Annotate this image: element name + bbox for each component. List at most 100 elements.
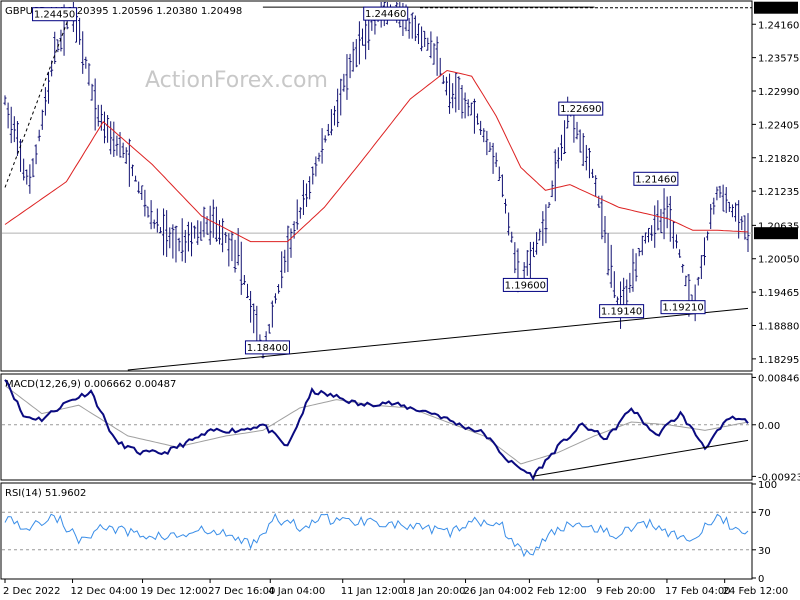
price-plot: 1.24450 1.24460 1.22690 1.21460 1.19600 1.191… xyxy=(2,1,752,371)
svg-text:1.24460: 1.24460 xyxy=(365,9,406,20)
price-bar xyxy=(158,227,162,234)
rsi-line xyxy=(4,512,749,558)
price-bar xyxy=(491,142,495,174)
macd-panel-frame xyxy=(0,373,753,481)
svg-text:1.20498: 1.20498 xyxy=(757,229,798,240)
price-bar xyxy=(724,187,728,214)
price-y-tick-label: 1.18295 xyxy=(758,355,799,366)
price-bar xyxy=(34,144,38,165)
price-bar xyxy=(345,54,349,100)
price-bar xyxy=(650,225,654,241)
price-bar xyxy=(273,293,277,304)
price-bar xyxy=(454,72,458,113)
price-bar xyxy=(553,149,557,202)
price-bar xyxy=(155,208,159,233)
price-bar xyxy=(678,249,682,258)
price-bar xyxy=(196,220,200,245)
price-bar xyxy=(743,215,747,240)
price-bar xyxy=(37,129,41,142)
price-bar xyxy=(317,152,321,162)
price-bar xyxy=(193,225,197,239)
price-bar xyxy=(507,212,511,236)
price-bar xyxy=(295,199,299,230)
price-bar xyxy=(252,303,256,334)
price-bar xyxy=(531,241,535,258)
price-bar xyxy=(488,142,492,152)
x-tick-label: 17 Feb 04:00 xyxy=(665,586,731,597)
price-bar xyxy=(93,78,97,131)
price-y-tick-label: 1.24160 xyxy=(758,20,799,31)
price-bar xyxy=(267,323,271,334)
price-bar xyxy=(339,78,343,116)
price-bar xyxy=(84,56,88,69)
price-bar xyxy=(236,228,240,266)
macd-title: MACD(12,26,9) 0.006662 0.00487 xyxy=(5,379,176,390)
price-bar xyxy=(314,156,318,177)
price-bar xyxy=(575,121,579,140)
price-bar xyxy=(702,237,706,266)
price-bar xyxy=(130,164,134,177)
price-bar xyxy=(494,152,498,168)
dashed-trendline xyxy=(4,7,74,188)
price-bar xyxy=(444,76,448,96)
price-bar xyxy=(718,185,722,198)
price-bar xyxy=(413,15,417,42)
price-bar xyxy=(466,99,470,117)
watermark: ActionForex.com xyxy=(145,68,328,93)
price-bar xyxy=(361,28,365,46)
price-bar xyxy=(78,17,82,45)
price-bar xyxy=(647,227,651,243)
price-bar xyxy=(457,76,461,110)
price-bar xyxy=(202,206,206,238)
price-bar xyxy=(320,128,324,164)
price-bar xyxy=(479,120,483,135)
price-bar xyxy=(31,158,35,178)
price-bar xyxy=(643,232,647,244)
price-bar xyxy=(681,263,685,273)
price-bar xyxy=(364,13,368,60)
price-bar xyxy=(547,201,551,208)
price-bar xyxy=(249,290,253,323)
price-bar xyxy=(336,88,340,128)
price-bar xyxy=(485,130,489,156)
price-bar xyxy=(727,201,731,212)
price-bar xyxy=(149,200,153,230)
price-bar xyxy=(112,121,116,157)
svg-text:1.19140: 1.19140 xyxy=(601,307,642,318)
x-tick-label: 9 Feb 20:00 xyxy=(596,586,655,597)
price-bar xyxy=(90,83,94,101)
price-bar xyxy=(420,26,424,52)
price-bar xyxy=(451,83,455,109)
price-y-tick-label: 1.22405 xyxy=(758,120,799,131)
price-bar xyxy=(535,232,539,255)
macd-y-tick-label: 0.008467 xyxy=(758,373,800,384)
price-bar xyxy=(500,174,504,198)
price-bar xyxy=(124,147,128,164)
price-bar xyxy=(712,197,716,215)
price-bar xyxy=(15,121,19,156)
price-bar xyxy=(174,225,178,263)
price-bar xyxy=(721,184,725,212)
price-bar xyxy=(280,251,284,289)
price-bar xyxy=(208,205,212,245)
price-bar xyxy=(472,98,476,134)
rsi-plot xyxy=(2,511,752,558)
price-bar xyxy=(448,73,452,114)
macd-trendline xyxy=(533,439,749,477)
price-axis-tag: 1.24450 xyxy=(754,1,798,15)
symbol-header: GBPUSD,H4 1.20395 1.20596 1.20380 1.2049… xyxy=(5,6,242,17)
svg-text:1.19600: 1.19600 xyxy=(505,280,546,291)
price-bar xyxy=(429,31,433,59)
price-bar xyxy=(329,109,333,136)
price-bar xyxy=(591,168,595,179)
price-bar xyxy=(668,195,672,242)
axes: 1.24160 1.23575 1.22990 1.22405 1.21820 1.212… xyxy=(3,1,800,597)
price-bar xyxy=(463,92,467,119)
price-bar xyxy=(671,220,675,249)
price-bar xyxy=(180,218,184,262)
price-bar xyxy=(435,36,439,76)
price-bar xyxy=(81,31,85,74)
price-bar xyxy=(631,248,635,292)
price-bar xyxy=(357,21,361,65)
